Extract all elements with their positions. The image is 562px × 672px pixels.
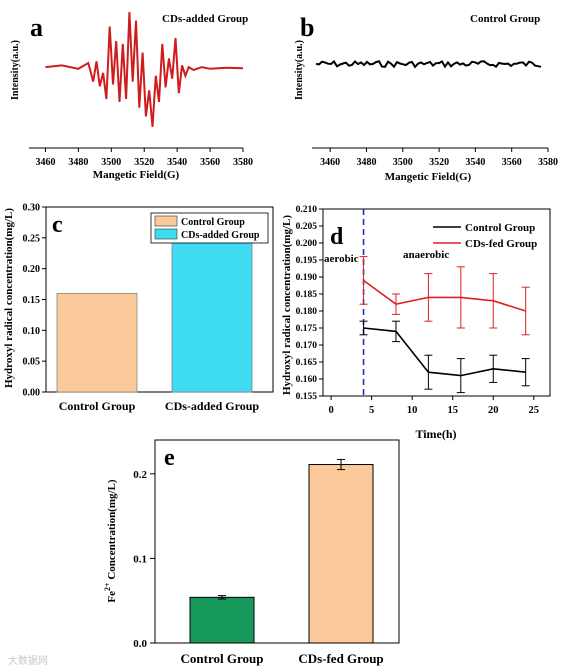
panel-c-ylabel: Hydroxyl radical concentration(mg/L) bbox=[3, 208, 15, 388]
panel-d-y-ticks: 0.155 0.160 0.165 0.170 0.175 0.180 0.185 0.190… bbox=[296, 205, 323, 402]
panel-e-ylabel: Fe2+ Concentration(mg/L) bbox=[103, 479, 118, 602]
annotation-aerobic: aerobic bbox=[324, 253, 359, 265]
panel-e-bars bbox=[189, 458, 374, 644]
panel-d-ytick-label-4: 0.175 bbox=[296, 324, 318, 334]
panel-label-d: d bbox=[330, 224, 344, 250]
panel-b-title: Control Group bbox=[470, 13, 540, 25]
panel-b-esr-spectrum bbox=[315, 59, 542, 69]
legend-label-cds: CDs-added Group bbox=[181, 230, 260, 241]
panel-e-bar-0 bbox=[189, 596, 255, 644]
panel-c-ytick-label-4: 0.20 bbox=[23, 264, 41, 275]
panel-label-c: c bbox=[52, 212, 63, 238]
panel-d-x-ticks: 0 5 10 15 20 25 bbox=[328, 396, 539, 416]
panel-d-ytick-label-5: 0.180 bbox=[296, 307, 318, 317]
panel-d-ylabel: Hydroxyl radical concentration(mg/L) bbox=[281, 215, 293, 395]
panel-e-xtick-1: CDs-fed Group bbox=[298, 651, 383, 666]
panel-c-ytick-label-1: 0.05 bbox=[23, 357, 41, 368]
panel-d-ytick-label-3: 0.170 bbox=[296, 341, 318, 351]
panel-b-xtick-label-1: 3480 bbox=[356, 157, 376, 168]
panel-a-ylabel: Intensity(a.u.) bbox=[10, 40, 21, 100]
panel-b-xtick-label-2: 3500 bbox=[393, 157, 413, 168]
panel-e-ytick-label-0: 0.0 bbox=[133, 638, 147, 650]
panel-e-bar-1 bbox=[308, 464, 374, 644]
panel-c-y-ticks: 0.00 0.05 0.10 0.15 0.20 0.25 0.30 bbox=[23, 203, 46, 399]
panel-b-xtick-label-4: 3540 bbox=[465, 157, 485, 168]
panel-c-bar-0 bbox=[56, 292, 138, 393]
panel-e-y-ticks: 0.0 0.1 0.2 bbox=[133, 469, 155, 650]
panel-a-xtick-label-3: 3520 bbox=[134, 157, 154, 168]
legend-label-control: Control Group bbox=[181, 217, 245, 228]
panel-b-ylabel: Intensity(a.u.) bbox=[294, 40, 305, 100]
panel-d-xtick-label-0: 0 bbox=[328, 405, 333, 416]
panel-c-bar-1 bbox=[171, 232, 253, 393]
panel-b-xtick-label-0: 3460 bbox=[320, 157, 340, 168]
panel-c-xtick-0: Control Group bbox=[59, 399, 136, 413]
panel-e-frame bbox=[154, 439, 400, 644]
panel-d-legend: Control Group CDs-fed Group bbox=[433, 222, 537, 250]
panel-c-legend: Control Group CDs-added Group bbox=[150, 212, 269, 244]
panel-a-xtick-label-6: 3580 bbox=[233, 157, 253, 168]
panel-label-e: e bbox=[164, 445, 175, 471]
panel-d-series-line-1 bbox=[363, 279, 526, 312]
panel-a-xtick-label-1: 3480 bbox=[68, 157, 88, 168]
panel-c: c Hydroxyl radical concentration(mg/L) 0… bbox=[3, 203, 274, 413]
panel-b: b Control Group Intensity(a.u.) 3460 3480… bbox=[294, 13, 558, 183]
annotation-anaerobic: anaerobic bbox=[403, 249, 449, 261]
panel-label-a: a bbox=[30, 13, 43, 42]
panel-d-series bbox=[359, 256, 530, 394]
panel-e: e Fe2+ Concentration(mg/L) 0.0 0.1 0.2 Con… bbox=[103, 439, 400, 666]
panel-label-b: b bbox=[300, 13, 314, 42]
panel-d-series-line-0 bbox=[363, 327, 526, 377]
panel-a-xtick-label-0: 3460 bbox=[35, 157, 55, 168]
panel-b-xlabel: Mangetic Field(G) bbox=[385, 171, 472, 183]
legend-swatch-control bbox=[154, 215, 178, 227]
legend-label-cds-d: CDs-fed Group bbox=[465, 238, 537, 250]
panel-a: a CDs-added Group Intensity(a.u.) 3460 34… bbox=[10, 11, 253, 181]
panel-d-ytick-label-2: 0.165 bbox=[296, 358, 318, 368]
panel-a-xtick-label-4: 3540 bbox=[167, 157, 187, 168]
panel-d-frame bbox=[322, 208, 551, 397]
panel-d-ytick-label-10: 0.205 bbox=[296, 222, 318, 232]
panel-b-xtick-label-3: 3520 bbox=[429, 157, 449, 168]
panel-c-xtick-1: CDs-added Group bbox=[165, 399, 259, 413]
panel-a-x-ticks: 3460 3480 3500 3520 3540 3560 3580 bbox=[35, 148, 253, 168]
panel-e-ytick-label-2: 0.2 bbox=[133, 469, 147, 481]
panel-d-xtick-label-4: 20 bbox=[488, 405, 499, 416]
panel-d-ytick-label-6: 0.185 bbox=[296, 290, 318, 300]
panel-d-ytick-label-0: 0.155 bbox=[296, 392, 318, 402]
legend-swatch-cds bbox=[154, 228, 178, 240]
panel-d-ytick-label-8: 0.195 bbox=[296, 256, 318, 266]
panel-a-esr-spectrum bbox=[45, 11, 244, 127]
panel-d-ytick-label-1: 0.160 bbox=[296, 375, 318, 385]
legend-label-control-d: Control Group bbox=[465, 222, 535, 234]
panel-c-bars bbox=[56, 232, 253, 393]
panel-d-ytick-label-11: 0.210 bbox=[296, 205, 318, 215]
watermark: 大数据网 bbox=[8, 654, 48, 667]
panel-c-ytick-label-0: 0.00 bbox=[23, 388, 41, 399]
panel-a-xtick-label-5: 3560 bbox=[200, 157, 220, 168]
panel-d-ytick-label-9: 0.200 bbox=[296, 239, 318, 249]
panel-c-ytick-label-2: 0.10 bbox=[23, 326, 41, 337]
panel-b-xtick-label-6: 3580 bbox=[538, 157, 558, 168]
panel-e-ytick-label-1: 0.1 bbox=[133, 553, 147, 565]
panel-d-xtick-label-2: 10 bbox=[407, 405, 418, 416]
panel-d-ytick-label-7: 0.190 bbox=[296, 273, 318, 283]
panel-a-title: CDs-added Group bbox=[162, 13, 248, 25]
panel-d-xtick-label-3: 15 bbox=[447, 405, 458, 416]
panel-a-xtick-label-2: 3500 bbox=[101, 157, 121, 168]
panel-d-xtick-label-5: 25 bbox=[529, 405, 540, 416]
panel-c-ytick-label-3: 0.15 bbox=[23, 295, 41, 306]
panel-a-xlabel: Mangetic Field(G) bbox=[93, 169, 180, 181]
panel-d: d Hydroxyl radical concentration(mg/L) 0… bbox=[281, 205, 551, 441]
panel-c-ytick-label-5: 0.25 bbox=[23, 233, 41, 244]
panel-b-xtick-label-5: 3560 bbox=[502, 157, 522, 168]
panel-d-xlabel: Time(h) bbox=[415, 427, 456, 441]
panel-e-xtick-0: Control Group bbox=[181, 651, 264, 666]
panel-c-ytick-label-6: 0.30 bbox=[23, 203, 41, 214]
panel-b-x-ticks: 3460 3480 3500 3520 3540 3560 3580 bbox=[320, 148, 558, 168]
panel-d-xtick-label-1: 5 bbox=[369, 405, 374, 416]
